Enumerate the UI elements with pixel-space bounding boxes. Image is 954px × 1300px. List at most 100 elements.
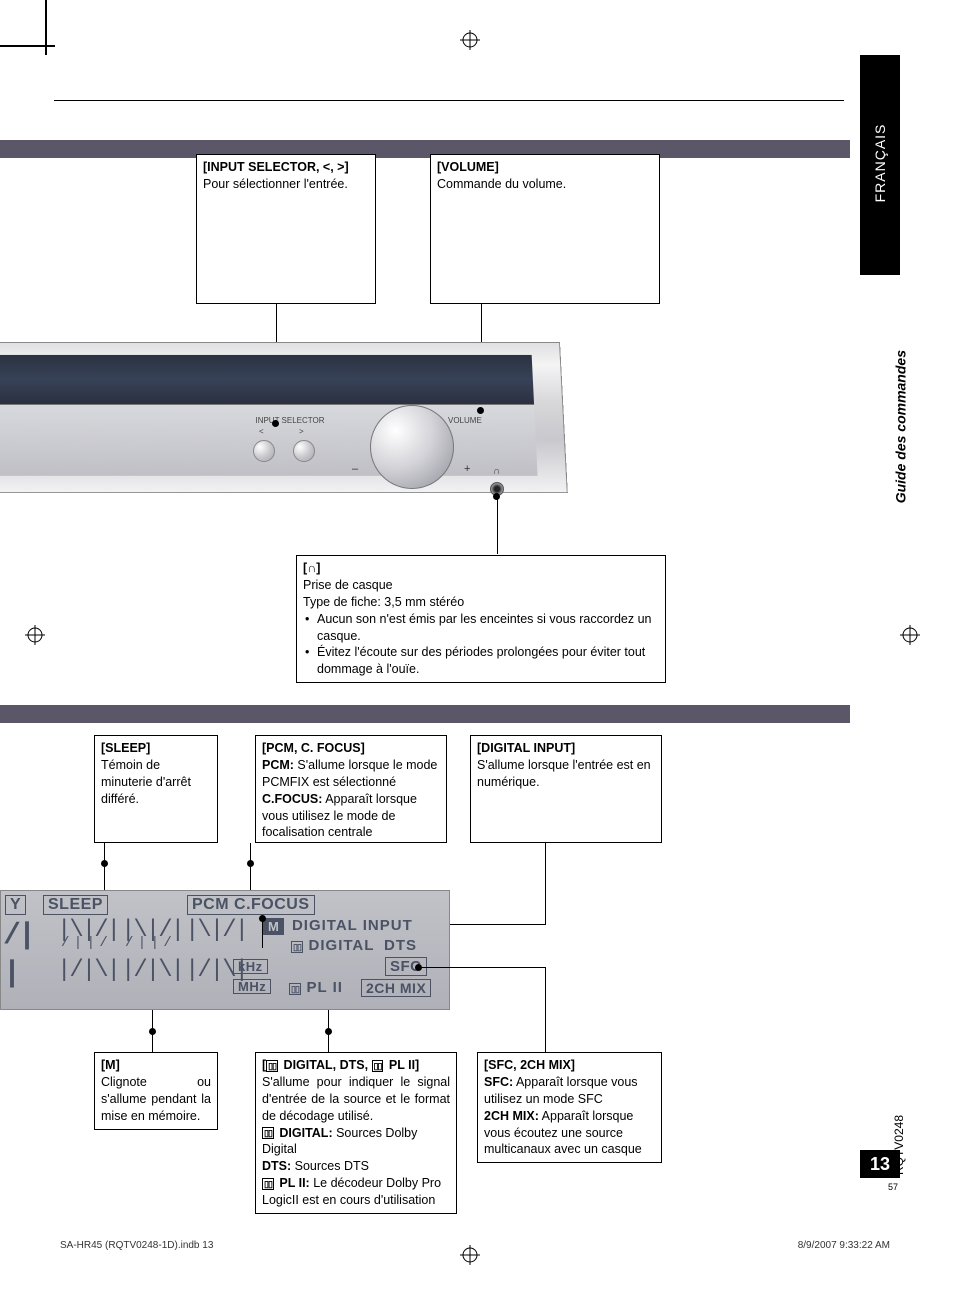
- callout-line: PCM: S'allume lorsque le mode PCMFIX est…: [262, 757, 440, 791]
- segment-digit: |/|\|: [57, 957, 119, 984]
- callout-digital-input: [DIGITAL INPUT] S'allume lorsque l'entré…: [470, 735, 662, 843]
- dolby-icon: ▯▯: [262, 1127, 274, 1139]
- callout-title: [INPUT SELECTOR, <, >]: [203, 159, 369, 176]
- segment-digit: |/|\|: [185, 957, 247, 984]
- callout-title: [SLEEP]: [101, 740, 211, 757]
- indicator-pcm-cfocus: PCM C.FOCUS: [187, 895, 315, 915]
- segment-digit: |/|\|: [121, 957, 183, 984]
- label-volume: VOLUME: [448, 416, 482, 425]
- callout-title: [DIGITAL INPUT]: [477, 740, 655, 757]
- leader-line: [497, 498, 498, 554]
- dolby-icon: ▯▯: [291, 941, 303, 953]
- callout-headphone: [∩] Prise de casque Type de fiche: 3,5 m…: [296, 555, 666, 683]
- bullet-item: Évitez l'écoute sur des périodes prolong…: [303, 644, 659, 678]
- callout-line: ▯▯ DIGITAL: Sources Dolby Digital: [262, 1125, 450, 1159]
- bold-label: PL II:: [276, 1176, 310, 1190]
- page: FRANÇAIS Guide des commandes RQTV0248 13…: [0, 0, 954, 1300]
- leader-line: [545, 967, 546, 1052]
- callout-body: S'allume lorsque l'entrée est en numériq…: [477, 757, 655, 791]
- callout-line: SFC: Apparaît lorsque vous utilisez un m…: [484, 1074, 655, 1108]
- registration-mark-icon: [25, 625, 45, 645]
- callout-line: DTS: Sources DTS: [262, 1158, 450, 1175]
- leader-dot: [101, 860, 108, 867]
- registration-mark-icon: [900, 625, 920, 645]
- dolby-icon: ▯▯: [262, 1178, 274, 1190]
- volume-knob[interactable]: [370, 405, 454, 489]
- leader-line: [262, 918, 263, 948]
- label-input-selector: INPUT SELECTOR: [250, 416, 330, 425]
- section-label: Guide des commandes: [892, 350, 908, 503]
- callout-title: [PCM, C. FOCUS]: [262, 740, 440, 757]
- leader-line: [418, 967, 546, 968]
- text: DIGITAL, DTS,: [280, 1058, 371, 1072]
- leader-line: [250, 843, 251, 895]
- callout-pcm-cfocus: [PCM, C. FOCUS] PCM: S'allume lorsque le…: [255, 735, 447, 843]
- footer: SA-HR45 (RQTV0248-1D).indb 13 8/9/2007 9…: [60, 1240, 890, 1251]
- text: PL II]: [385, 1058, 419, 1072]
- indicator-dts: DTS: [384, 937, 417, 954]
- segment-digit: |\|/|: [185, 917, 247, 944]
- callout-line: Type de fiche: 3,5 mm stéréo: [303, 594, 659, 611]
- bullet-item: Aucun son n'est émis par les enceintes s…: [303, 611, 659, 645]
- callout-input-selector: [INPUT SELECTOR, <, >] Pour sélectionner…: [196, 154, 376, 304]
- callout-line: 2CH MIX: Apparaît lorsque vous écoutez u…: [484, 1108, 655, 1159]
- callout-volume: [VOLUME] Commande du volume.: [430, 154, 660, 304]
- leader-line: [545, 843, 546, 925]
- section-divider: [0, 705, 850, 723]
- callout-body: Témoin de minuterie d'arrêt différé.: [101, 757, 211, 808]
- callout-sfc-2chmix: [SFC, 2CH MIX] SFC: Apparaît lorsque vou…: [477, 1052, 662, 1163]
- leader-dot: [415, 964, 422, 971]
- callout-line: C.FOCUS: Apparaît lorsque vous utilisez …: [262, 791, 440, 842]
- label-minus: –: [352, 463, 358, 475]
- device-illustration: INPUT SELECTOR < > VOLUME – + ∩: [0, 330, 570, 540]
- leader-dot: [272, 420, 279, 427]
- indicator-y: Y: [5, 895, 26, 915]
- headphone-icon: ∩: [493, 466, 500, 477]
- language-label: FRANÇAIS: [872, 123, 888, 203]
- segment-mid: / | | /: [61, 935, 106, 951]
- leader-dot: [247, 860, 254, 867]
- indicator-dd-digital: DIGITAL: [309, 937, 375, 954]
- indicator-m: M: [263, 918, 284, 935]
- dolby-icon: ▯▯: [289, 983, 301, 995]
- indicator-pl2: PL II: [307, 979, 343, 996]
- segment-stub: |: [3, 957, 18, 991]
- input-selector-next-button[interactable]: [293, 440, 315, 462]
- device-display: [0, 355, 534, 405]
- callout-sleep: [SLEEP] Témoin de minuterie d'arrêt diff…: [94, 735, 218, 843]
- indicator-digital-input: DIGITAL INPUT: [292, 917, 413, 934]
- label-plus: +: [464, 463, 470, 475]
- bold-label: C.FOCUS:: [262, 792, 322, 806]
- bold-label: DIGITAL:: [276, 1126, 333, 1140]
- sub-page-number: 57: [888, 1182, 898, 1192]
- text: PCM: [192, 896, 229, 913]
- callout-line: Prise de casque: [303, 577, 659, 594]
- leader-line: [104, 843, 105, 895]
- callout-body: Commande du volume.: [437, 176, 653, 193]
- callout-title: [∩]: [303, 560, 659, 577]
- label-gt: >: [299, 427, 304, 436]
- page-number: 13: [860, 1150, 900, 1178]
- callout-m: [M] Clignote ou s'allume pendant la mise…: [94, 1052, 218, 1130]
- side-marker: [872, 230, 900, 270]
- section-divider: [0, 140, 850, 158]
- callout-title: [M]: [101, 1057, 211, 1074]
- indicator-2chmix: 2CH MIX: [361, 979, 431, 997]
- callout-decode: [▯▯ DIGITAL, DTS, ▯▯ PL II] S'allume pou…: [255, 1052, 457, 1214]
- bold-label: SFC:: [484, 1075, 513, 1089]
- callout-bullets: Aucun son n'est émis par les enceintes s…: [303, 611, 659, 679]
- rule-line: [54, 100, 844, 101]
- dolby-icon: ▯▯: [266, 1060, 278, 1072]
- dolby-icon: ▯▯: [372, 1060, 384, 1072]
- input-selector-prev-button[interactable]: [253, 440, 275, 462]
- callout-line: ▯▯ PL II: Le décodeur Dolby Pro LogicII …: [262, 1175, 450, 1209]
- bold-label: DTS:: [262, 1159, 291, 1173]
- display-panel: Y SLEEP PCM C.FOCUS M DIGITAL INPUT ▯▯ D…: [0, 890, 450, 1010]
- footer-left: SA-HR45 (RQTV0248-1D).indb 13: [60, 1240, 213, 1251]
- callout-body: Pour sélectionner l'entrée.: [203, 176, 369, 193]
- text: PL: [307, 979, 328, 996]
- text: C.FOCUS: [234, 896, 310, 913]
- segment-stub: /|: [3, 919, 33, 953]
- text: Sources DTS: [291, 1159, 369, 1173]
- bold-label: 2CH MIX:: [484, 1109, 539, 1123]
